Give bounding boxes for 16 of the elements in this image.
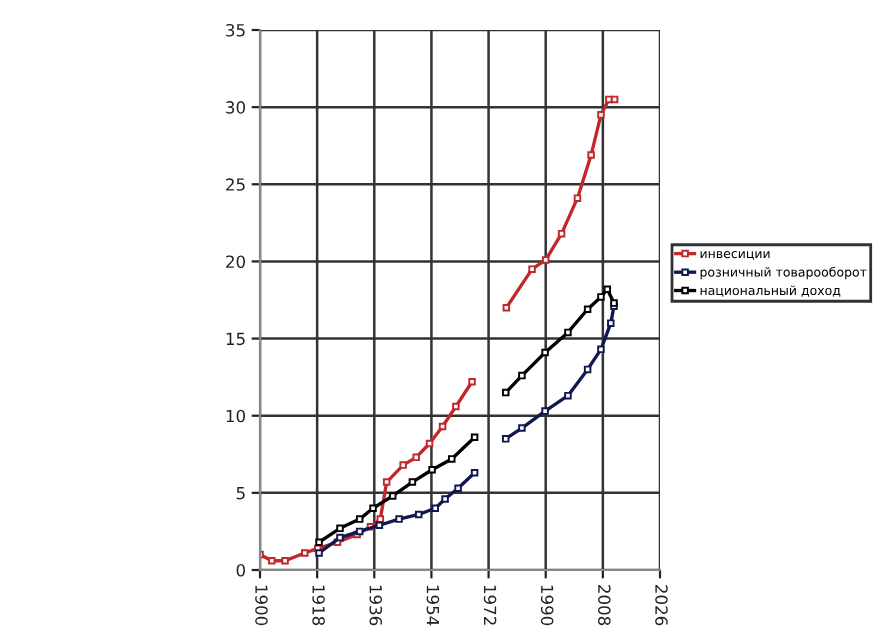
y-tick-label: 5 <box>236 487 245 500</box>
y-tick-label: 35 <box>226 23 245 37</box>
x-tick-label: 1990 <box>540 585 554 626</box>
x-tick-label: 1936 <box>369 585 383 626</box>
y-tick-label: 10 <box>226 409 245 423</box>
x-tick-label: 1972 <box>483 585 497 625</box>
y-tick-label: 30 <box>226 101 245 114</box>
x-tick-label: 1954 <box>426 585 440 626</box>
y-tick-label: 15 <box>226 332 245 346</box>
x-tick-label: 1918 <box>312 585 325 626</box>
x-tick-label: 2026 <box>655 585 668 626</box>
x-tick-label: 1900 <box>255 585 268 626</box>
y-tick-label: 25 <box>226 178 245 191</box>
y-tick-label: 0 <box>236 563 245 577</box>
x-tick-label: 2008 <box>598 585 611 626</box>
y-tick-label: 20 <box>226 255 245 268</box>
